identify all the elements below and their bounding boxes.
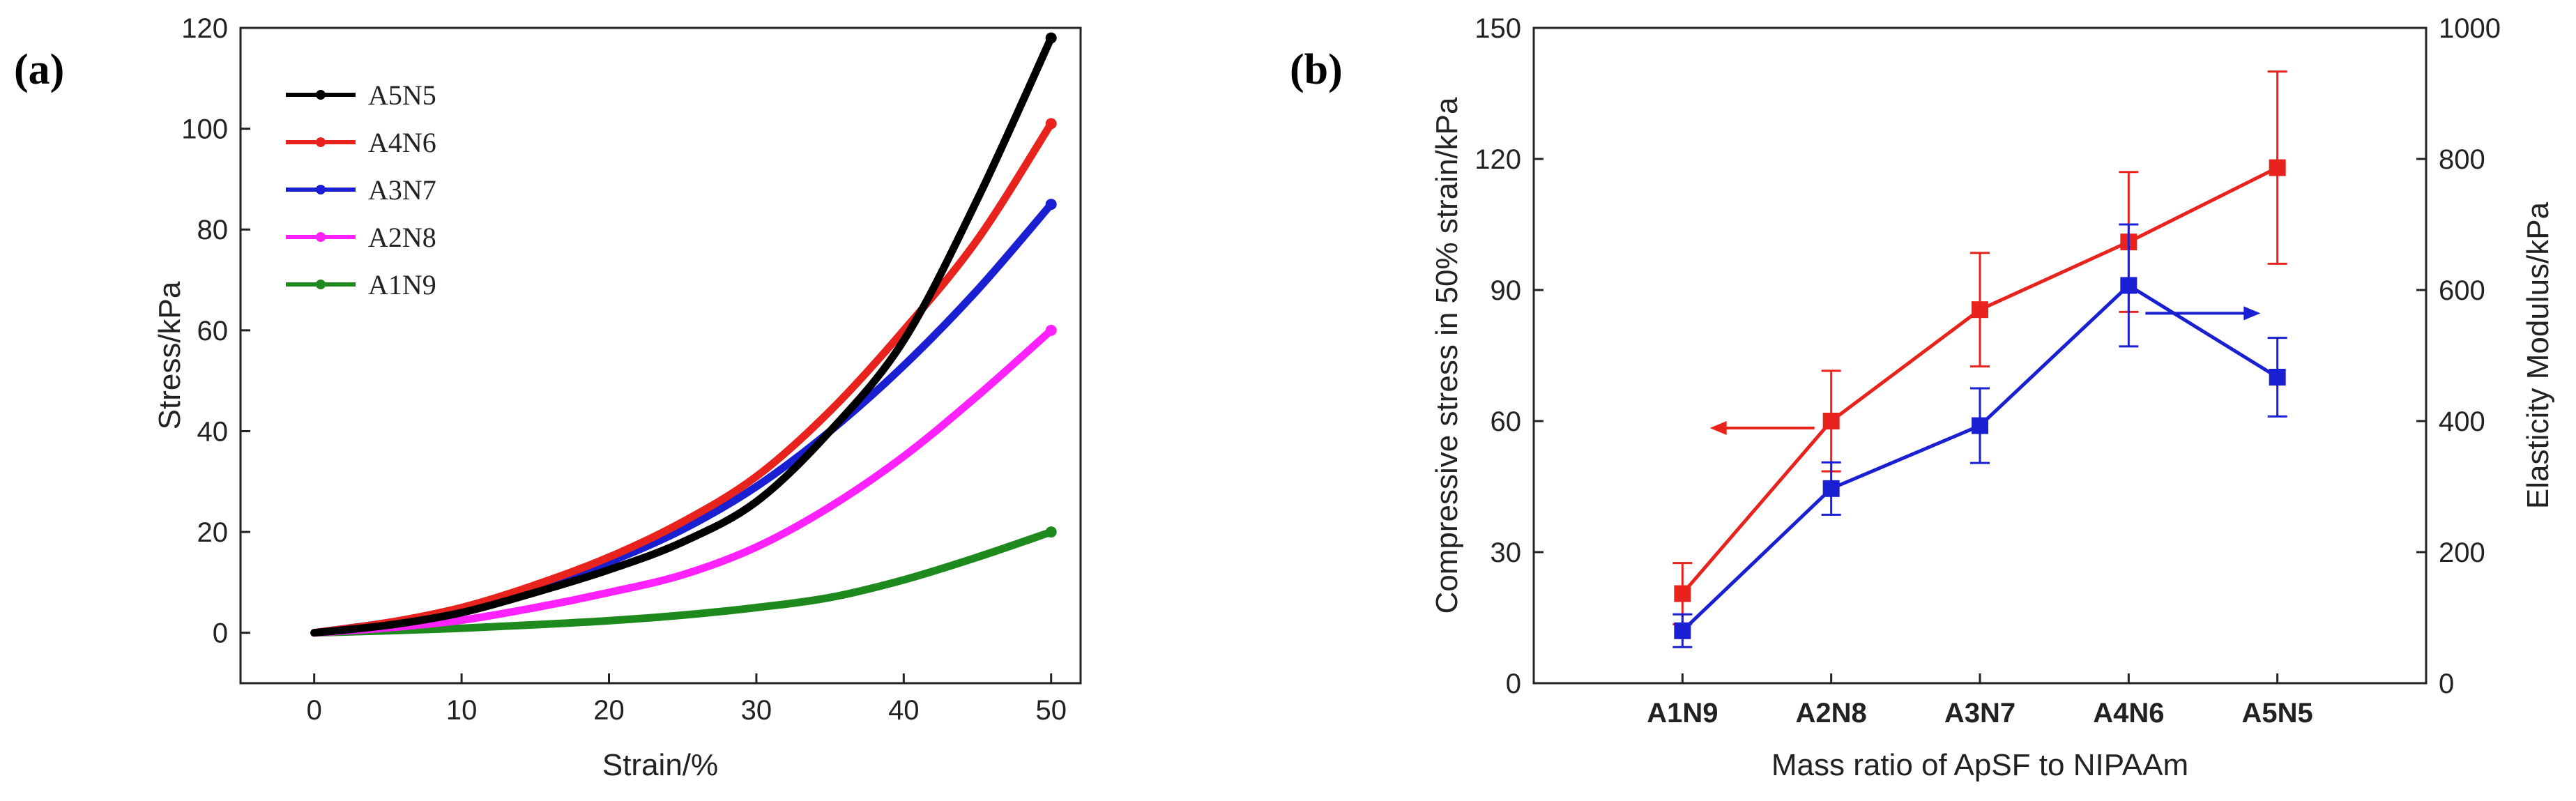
series-line-a1n9 [310,528,1055,637]
data-point-modulus [1674,622,1691,639]
right-y-tick-label: 1000 [2439,13,2501,44]
series-end-point-a5n5 [1045,32,1057,44]
data-point-modulus [1972,417,1988,434]
left-y-tick-label: 0 [1506,669,1521,699]
data-point-stress [1822,413,1840,429]
panel-b: (b) 0 30 60 90 120 150 0 200 400 600 800 1000 A1N9… [1290,13,2555,782]
y-tick-label: 120 [181,13,228,44]
panel-a-x-axis-title: Strain/% [602,748,718,782]
right-y-tick-label: 400 [2439,406,2485,437]
panel-b-left-y-ticks: 0 30 60 90 120 150 [1474,13,1544,699]
panel-b-x-ticks: A1N9 A2N8 A3N7 A4N6 A5N5 [1647,673,2313,728]
legend-marker-a1n9 [316,280,326,289]
series-end-point-a3n7 [1045,199,1057,211]
left-y-tick-label: 60 [1491,406,1522,437]
x-tick-label: 20 [593,695,625,726]
legend-label-a1n9: A1N9 [368,269,436,300]
panel-a-legend: A5N5 A4N6 A3N7 A2N8 A1N9 [286,79,436,300]
y-tick-label: 80 [197,215,229,245]
y-tick-label: 60 [197,316,229,346]
right-y-tick-label: 0 [2439,669,2454,699]
x-tick-label: 50 [1035,695,1067,726]
panel-b-right-y-ticks: 0 200 400 600 800 1000 [2416,13,2501,699]
panel-b-x-axis-title: Mass ratio of ApSF to NIPAAm [1771,748,2188,782]
panel-b-label: (b) [1290,46,1343,93]
panel-a-y-axis-title: Stress/kPa [153,281,187,429]
panel-a-x-ticks: 0 10 20 30 40 50 [307,673,1067,726]
right-y-tick-label: 200 [2439,537,2485,568]
data-point-modulus [1822,480,1840,497]
legend-marker-a5n5 [316,90,326,100]
series-line-a2n8 [310,326,1055,637]
left-y-tick-label: 30 [1491,537,1522,568]
red-arrow-head-icon [1709,421,1727,435]
y-tick-label: 20 [197,517,229,548]
panel-b-arrows [1709,306,2261,435]
x-tick-label-a2n8: A2N8 [1796,698,1867,728]
y-tick-label: 0 [213,618,228,649]
left-y-tick-label: 120 [1474,144,1521,175]
x-tick-label-a4n6: A4N6 [2093,698,2164,728]
panel-b-series [1672,70,2287,648]
series-end-point-a4n6 [1045,118,1057,130]
data-point-stress [2269,159,2286,176]
left-y-tick-label: 90 [1491,275,1522,306]
x-tick-label-a1n9: A1N9 [1647,698,1718,728]
legend-marker-a4n6 [316,137,326,147]
legend-label-a2n8: A2N8 [368,222,436,253]
legend-label-a5n5: A5N5 [368,79,436,111]
x-tick-label-a5n5: A5N5 [2242,698,2313,728]
legend-label-a3n7: A3N7 [368,174,436,206]
legend-label-a4n6: A4N6 [368,127,436,158]
x-tick-label: 30 [741,695,772,726]
panel-a-series [310,32,1057,637]
data-point-stress [1972,301,1988,319]
x-tick-label: 0 [307,695,322,726]
left-y-tick-label: 150 [1474,13,1521,44]
right-y-tick-label: 800 [2439,144,2485,175]
panel-a-y-ticks: 0 20 40 60 80 100 120 [181,13,250,649]
panel-a-plot-frame [239,26,1082,685]
right-y-tick-label: 600 [2439,275,2485,306]
legend-marker-a2n8 [316,232,326,242]
x-tick-label: 40 [888,695,920,726]
panel-a-label: (a) [14,46,64,93]
data-point-stress [1674,585,1691,602]
panel-a: (a) 0 20 40 60 80 100 120 0 10 20 30 40 50 A5N5 A4N6… [14,13,1082,782]
panel-b-left-y-axis-title: Compressive stress in 50% strain/kPa [1430,97,1464,613]
x-tick-label-a3n7: A3N7 [1944,698,2015,728]
blue-arrow-head-icon [2243,306,2261,321]
y-tick-label: 100 [181,114,228,145]
series-end-point-a2n8 [1045,324,1057,336]
panel-b-right-y-axis-title: Elasticity Modulus/kPa [2521,201,2555,509]
series-line-stress [1681,166,2278,595]
series-line-a5n5 [310,33,1055,637]
legend-marker-a3n7 [316,185,326,194]
y-tick-label: 40 [197,416,229,447]
x-tick-label: 10 [446,695,478,726]
series-end-point-a1n9 [1045,526,1057,538]
series-line-a4n6 [310,119,1055,637]
data-point-modulus [2269,369,2286,386]
data-point-modulus [2120,277,2137,294]
